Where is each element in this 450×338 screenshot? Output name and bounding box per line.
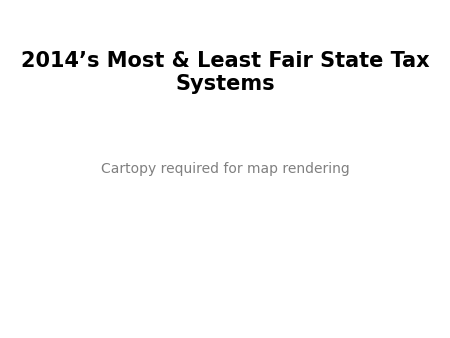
Text: 2014’s Most & Least Fair State Tax
Systems: 2014’s Most & Least Fair State Tax Syste…: [21, 51, 429, 94]
Text: Cartopy required for map rendering: Cartopy required for map rendering: [101, 162, 349, 176]
